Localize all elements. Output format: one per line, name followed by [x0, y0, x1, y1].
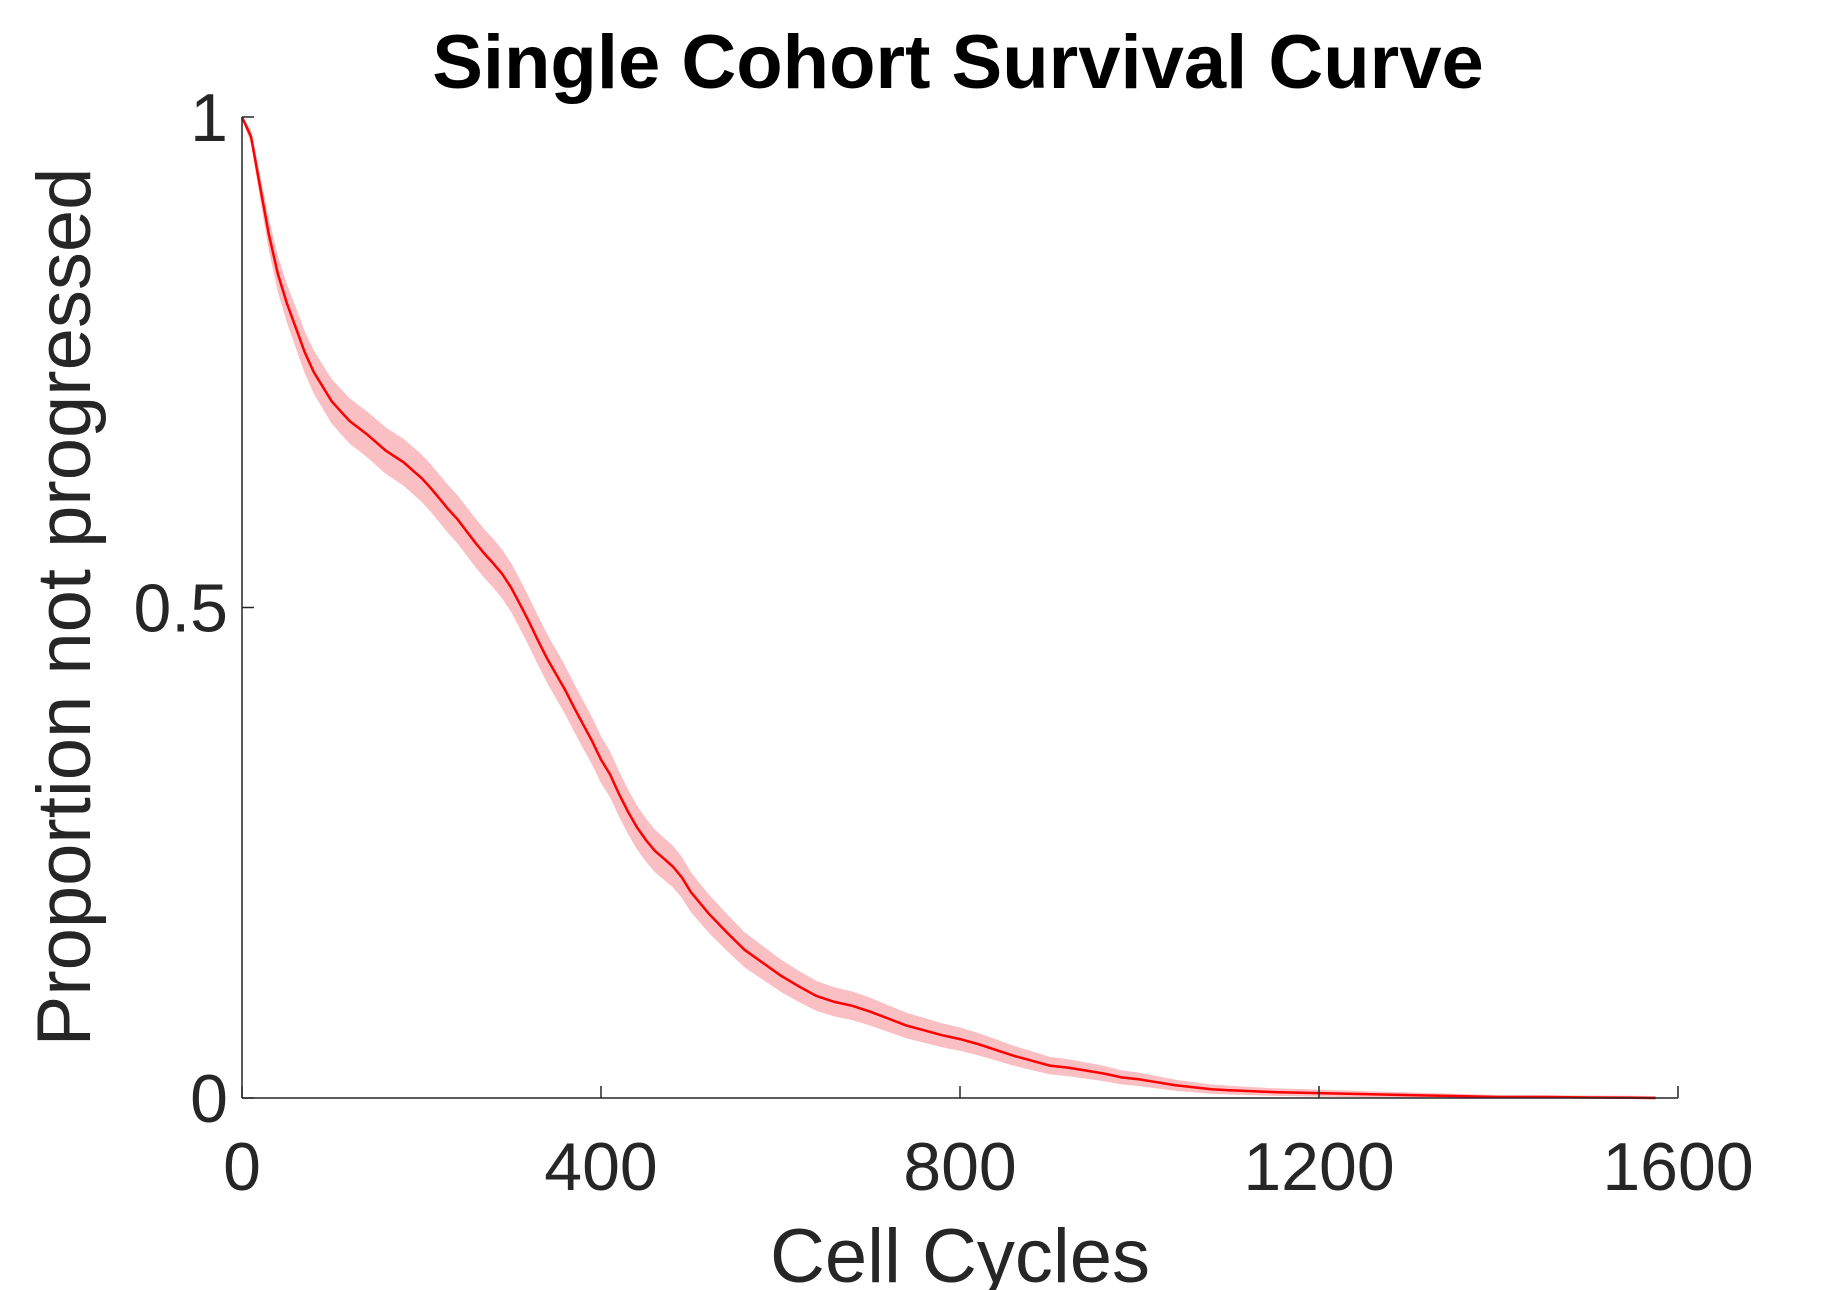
y-tick-label: 0 [190, 1061, 228, 1137]
x-tick-label: 1200 [1243, 1129, 1394, 1205]
x-axis-ticks: 0 400 800 1200 1600 [223, 1086, 1754, 1205]
y-tick-label: 1 [190, 80, 228, 156]
x-tick-label: 1600 [1602, 1129, 1753, 1205]
x-tick-label: 0 [223, 1129, 261, 1205]
x-tick-label: 800 [903, 1129, 1016, 1205]
y-tick-label: 0.5 [133, 571, 228, 647]
plot-area [240, 116, 1656, 1100]
x-axis-label: Cell Cycles [770, 1214, 1150, 1290]
y-axis-label: Proportion not progressed [22, 168, 107, 1047]
confidence-band [242, 117, 1656, 1098]
survival-line [240, 116, 1656, 1100]
chart-title: Single Cohort Survival Curve [432, 20, 1484, 105]
x-tick-label: 400 [544, 1129, 657, 1205]
y-axis-ticks: 00.51 [133, 80, 254, 1137]
